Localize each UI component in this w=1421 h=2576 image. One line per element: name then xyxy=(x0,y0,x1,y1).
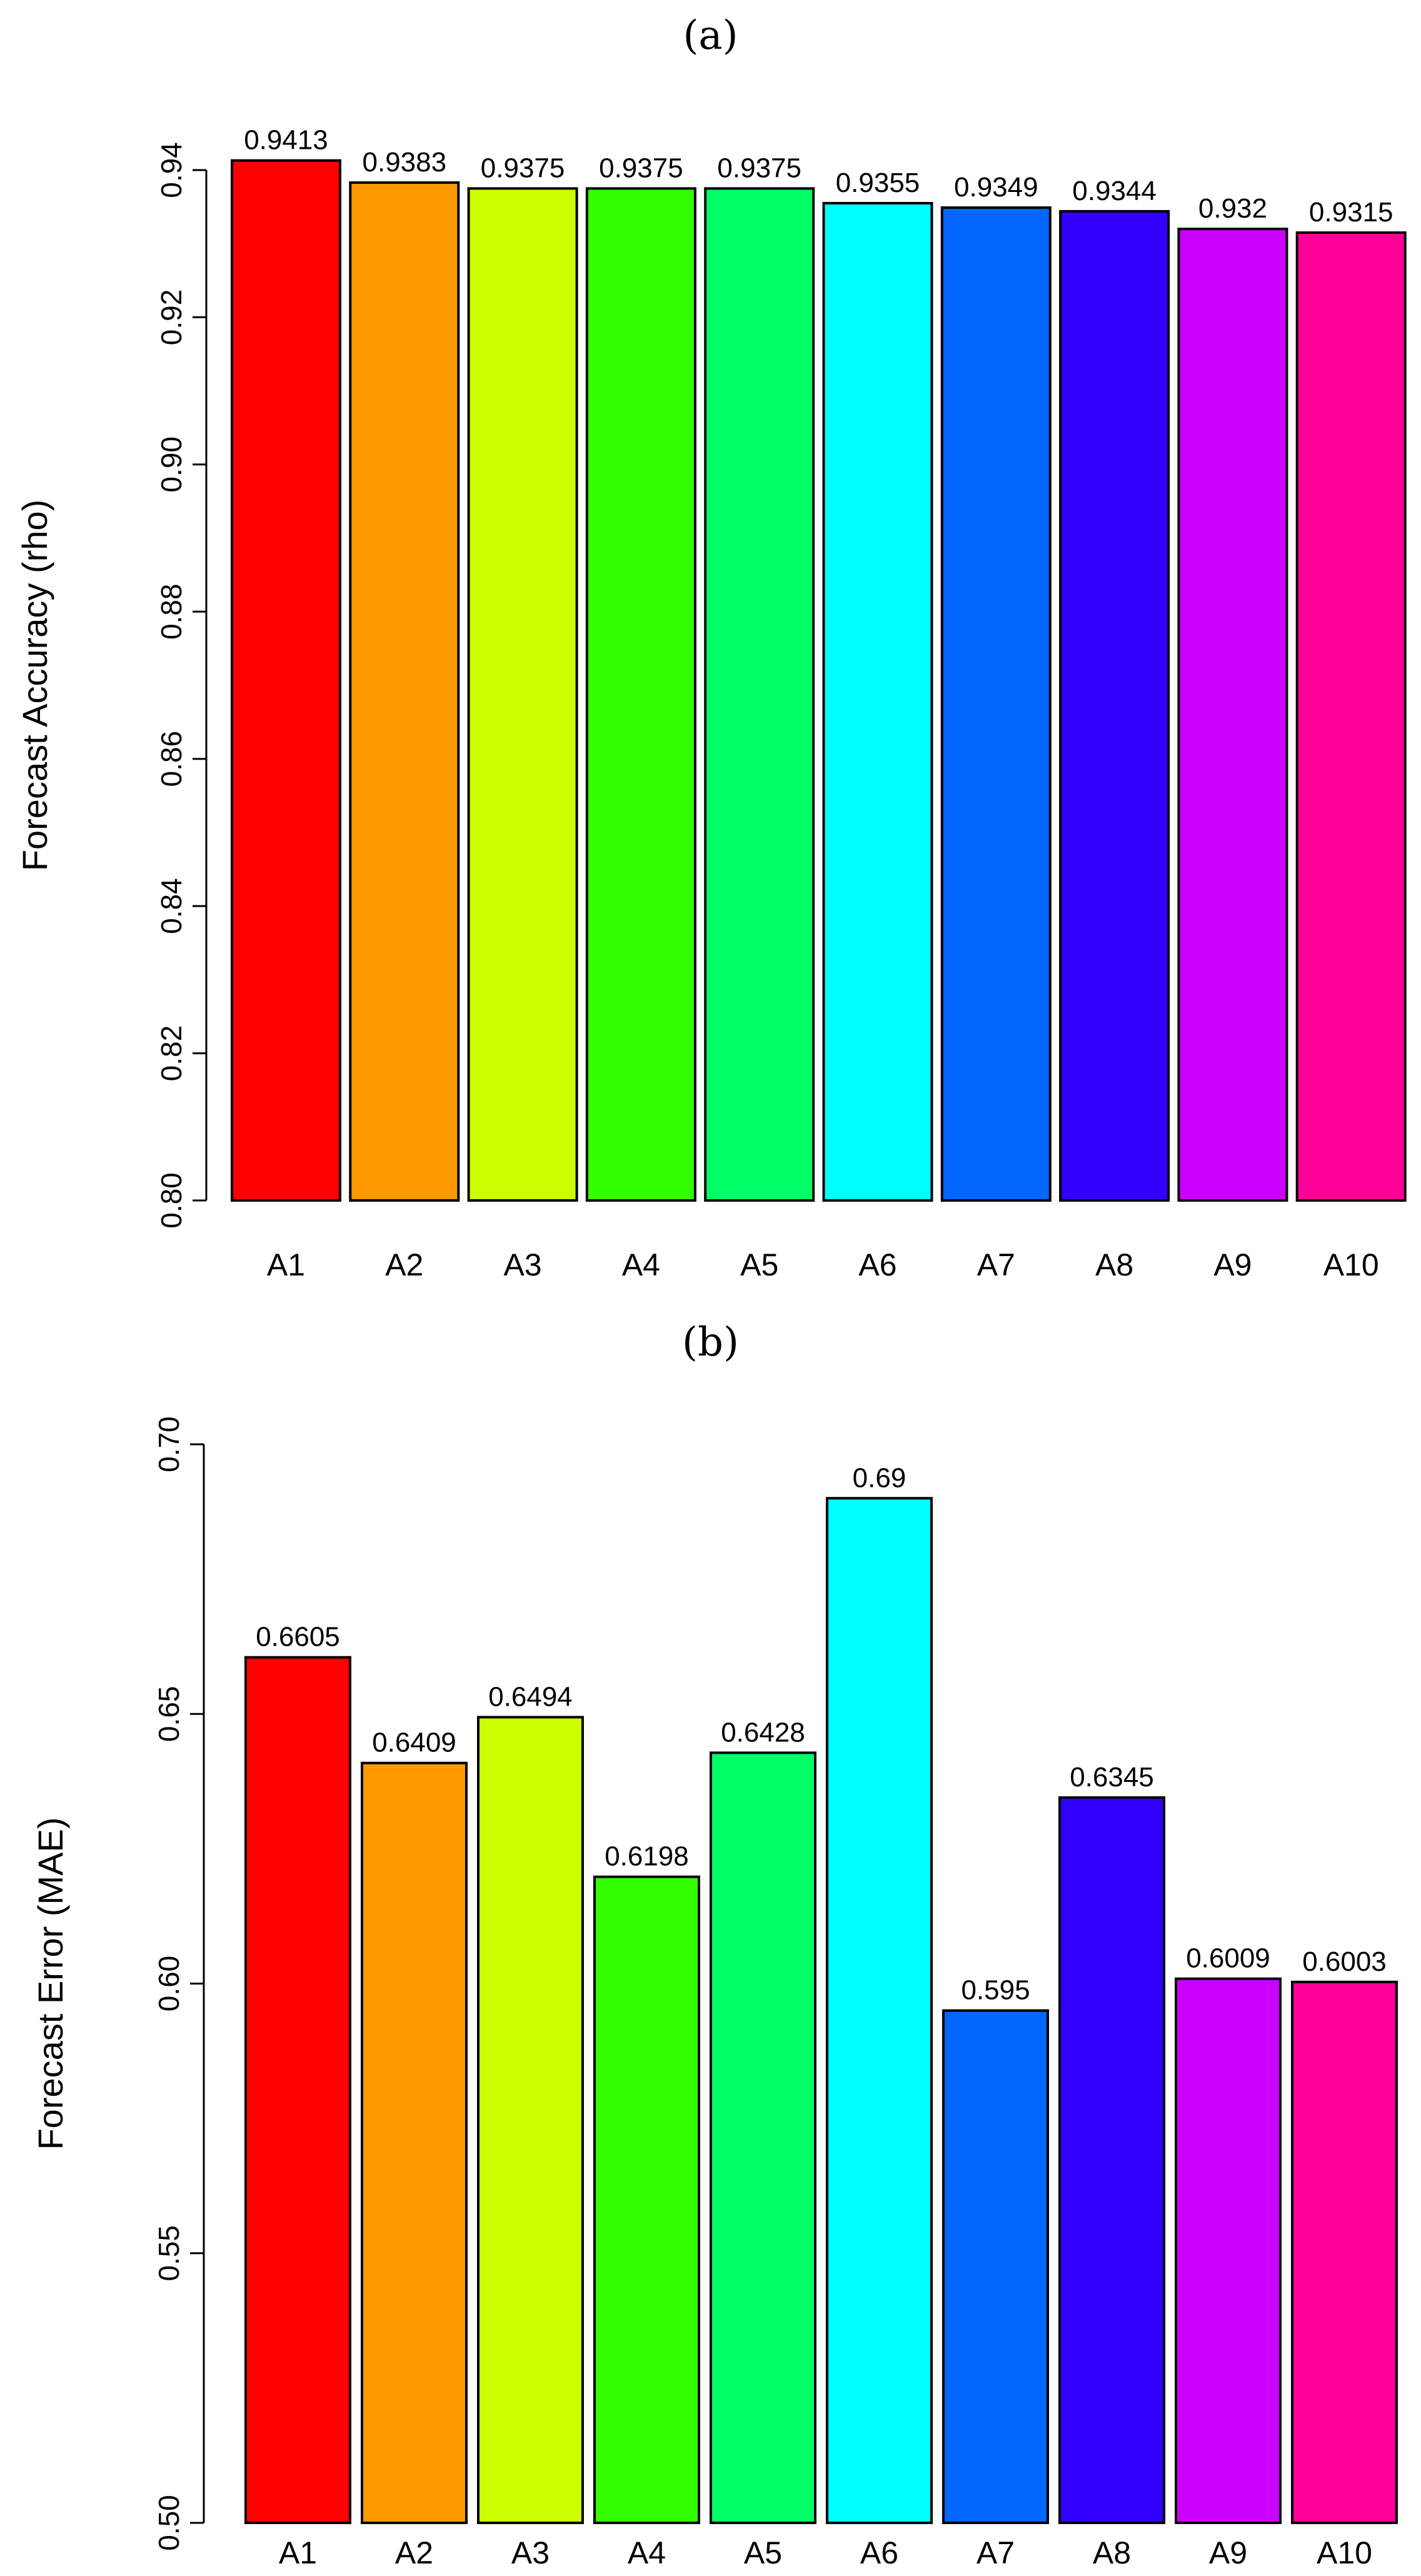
bar-value-label: 0.69 xyxy=(853,1462,906,1493)
bar-a8 xyxy=(1058,1796,1165,2524)
chart-panel-a: (a) 0.80 0.82 0.84 0.86 0.88 0.90 0.92 0.94 Fore… xyxy=(15,13,1407,1282)
bar-a4 xyxy=(585,187,696,1202)
bar-value-label: 0.9413 xyxy=(244,125,328,156)
bar-value-label: 0.9315 xyxy=(1309,197,1393,228)
category-label: A7 xyxy=(977,1247,1015,1282)
bar-a5 xyxy=(704,187,815,1202)
bar-a5 xyxy=(710,1751,816,2524)
bar-a1 xyxy=(231,159,341,1202)
bar-a10 xyxy=(1291,1980,1398,2524)
bar-a10 xyxy=(1295,231,1407,1202)
error-bar-chart: 0.50 0.55 0.60 0.65 0.70 Forecast Error (MAE)… xyxy=(31,1416,1398,2570)
category-label: A6 xyxy=(860,2535,898,2570)
chart-panel-b: (b) 0.50 0.55 0.60 0.65 0.70 Forecast Error (… xyxy=(0,1313,1421,2576)
category-label: A3 xyxy=(511,2535,550,2570)
bar-a2 xyxy=(349,181,460,1202)
category-label: A4 xyxy=(628,2535,666,2570)
category-label: A5 xyxy=(740,1247,778,1282)
bar-a1 xyxy=(244,1656,351,2524)
category-label: A2 xyxy=(385,1247,423,1282)
bar-a6 xyxy=(826,1497,933,2524)
bar-a4 xyxy=(593,1875,700,2524)
category-label: A4 xyxy=(622,1247,660,1282)
bar-value-label: 0.9344 xyxy=(1072,176,1157,206)
y-tick-label: 0.90 xyxy=(155,436,188,493)
category-label: A10 xyxy=(1317,2535,1372,2570)
category-label: A8 xyxy=(1093,2535,1131,2570)
bar-a3 xyxy=(467,187,578,1202)
bar-a7 xyxy=(940,206,1052,1202)
bar-value-label: 0.9349 xyxy=(954,172,1038,203)
y-tick-label: 0.84 xyxy=(155,878,188,934)
y-tick-label: 0.86 xyxy=(155,731,188,787)
y-tick-label: 0.80 xyxy=(155,1172,188,1229)
y-tick-label: 0.65 xyxy=(153,1686,185,1742)
bar-a9 xyxy=(1175,1977,1282,2525)
bar-value-label: 0.9383 xyxy=(363,147,447,178)
category-label: A1 xyxy=(279,2535,317,2570)
bar-value-label: 0.595 xyxy=(961,1975,1030,2006)
bar-value-label: 0.9375 xyxy=(481,153,565,183)
y-tick-label: 0.88 xyxy=(155,584,188,640)
category-label: A8 xyxy=(1095,1247,1133,1282)
category-label: A7 xyxy=(977,2535,1015,2570)
y-tick-label: 0.94 xyxy=(155,142,188,198)
category-label: A1 xyxy=(267,1247,305,1282)
accuracy-bar-chart: 0.80 0.82 0.84 0.86 0.88 0.90 0.92 0.94 Forecast… xyxy=(15,125,1407,1282)
bar-a7 xyxy=(942,2009,1049,2524)
category-label: A2 xyxy=(395,2535,433,2570)
bar-value-label: 0.6198 xyxy=(605,1841,689,1872)
bar-value-label: 0.6009 xyxy=(1186,1943,1270,1974)
bar-value-label: 0.6494 xyxy=(488,1681,573,1712)
y-tick-label: 0.70 xyxy=(153,1416,185,1472)
y-axis-label: Forecast Error (MAE) xyxy=(31,1817,70,2150)
category-label: A6 xyxy=(858,1247,896,1282)
category-label: A9 xyxy=(1209,2535,1247,2570)
bar-a2 xyxy=(361,1761,468,2524)
bar-a6 xyxy=(822,201,933,1202)
bar-a8 xyxy=(1059,209,1170,1202)
bar-value-label: 0.9355 xyxy=(836,168,920,198)
y-tick-label: 0.82 xyxy=(155,1025,188,1082)
bar-value-label: 0.6428 xyxy=(721,1717,805,1748)
bar-value-label: 0.932 xyxy=(1198,193,1267,224)
bar-a9 xyxy=(1177,228,1288,1202)
bar-value-label: 0.6409 xyxy=(372,1728,456,1758)
panel-title-a: (a) xyxy=(683,13,738,59)
y-axis-label: Forecast Accuracy (rho) xyxy=(15,500,54,871)
category-label: A9 xyxy=(1213,1247,1252,1282)
y-tick-label: 0.55 xyxy=(153,2225,185,2282)
y-tick-label: 0.50 xyxy=(153,2495,185,2551)
category-label: A10 xyxy=(1323,1247,1379,1282)
bar-value-label: 0.6345 xyxy=(1070,1762,1154,1793)
panel-title-b: (b) xyxy=(682,1319,739,1366)
y-tick-label: 0.60 xyxy=(153,1956,185,2012)
bar-a3 xyxy=(477,1716,584,2524)
category-label: A5 xyxy=(744,2535,782,2570)
y-tick-label: 0.92 xyxy=(155,289,188,346)
bar-value-label: 0.6605 xyxy=(256,1622,340,1653)
bar-value-label: 0.6003 xyxy=(1302,1946,1387,1977)
bar-value-label: 0.9375 xyxy=(717,153,801,183)
bar-value-label: 0.9375 xyxy=(599,153,683,183)
category-label: A3 xyxy=(504,1247,542,1282)
